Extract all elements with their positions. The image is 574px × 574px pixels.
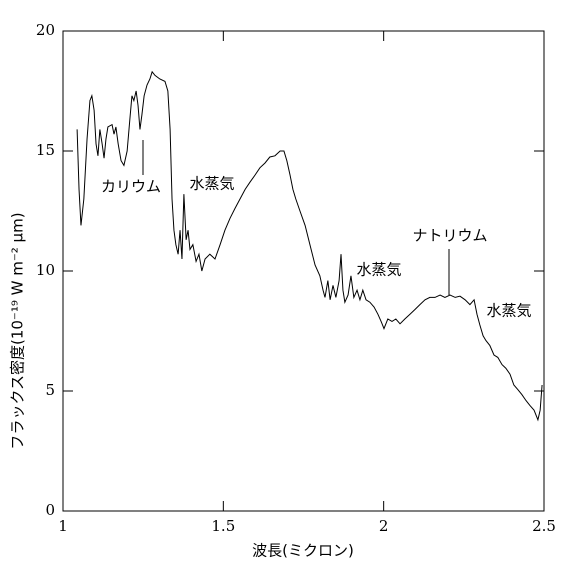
x-tick-label: 1 — [58, 517, 68, 535]
annotation: 水蒸気 — [189, 175, 234, 193]
y-axis-label: フラックス密度(10⁻¹⁹ W m⁻² μm) — [9, 212, 27, 449]
x-tick-label: 2.5 — [532, 517, 556, 535]
x-axis-label: 波長(ミクロン) — [252, 542, 354, 560]
y-tick-label: 0 — [45, 501, 55, 519]
y-tick-label: 10 — [36, 261, 55, 279]
annotation: 水蒸気 — [486, 302, 531, 320]
x-tick-label: 2 — [379, 517, 389, 535]
y-tick-label: 5 — [45, 381, 55, 399]
spectrum-line — [76, 70, 543, 422]
annotation: ナトリウム — [412, 227, 487, 245]
plot-frame — [62, 30, 545, 512]
x-tick-label: 1.5 — [211, 517, 235, 535]
y-tick-label: 20 — [36, 21, 55, 39]
annotation: カリウム — [101, 178, 161, 196]
annotation: 水蒸気 — [356, 261, 401, 279]
y-tick-label: 15 — [36, 141, 55, 159]
